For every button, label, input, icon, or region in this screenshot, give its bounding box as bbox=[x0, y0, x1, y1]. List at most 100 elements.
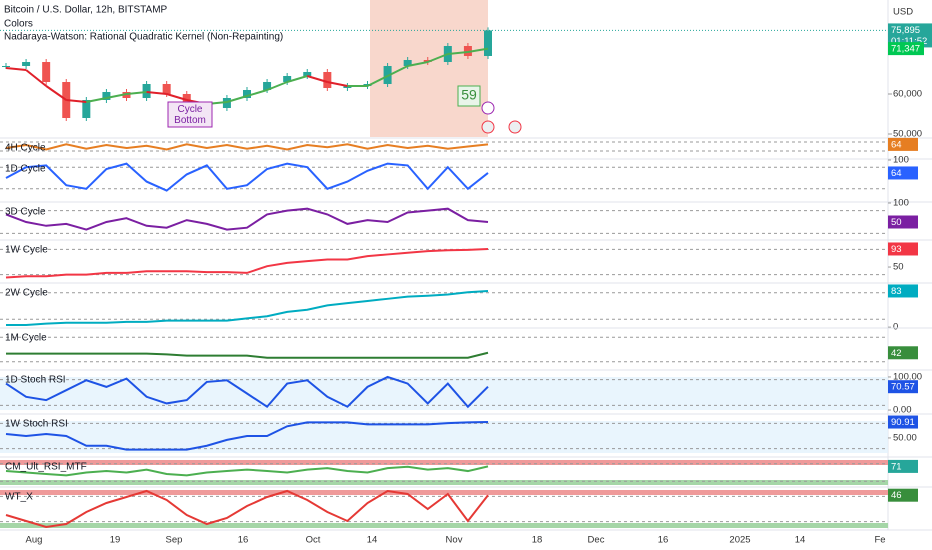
kernel-line bbox=[146, 91, 167, 95]
indicator-line bbox=[5, 247, 489, 279]
event-icon[interactable] bbox=[481, 120, 495, 134]
value-badge bbox=[888, 346, 918, 360]
candle bbox=[162, 84, 171, 94]
kernel-line bbox=[467, 47, 489, 53]
kernel-line bbox=[407, 61, 428, 67]
indicator-line bbox=[6, 289, 489, 326]
value-badge bbox=[888, 166, 918, 180]
kernel-line bbox=[86, 97, 107, 103]
pane-title: 1W Cycle bbox=[5, 245, 48, 256]
x-tick-label: 2025 bbox=[729, 535, 750, 546]
candle bbox=[142, 84, 151, 98]
indicator-line bbox=[5, 421, 489, 451]
event-icon[interactable] bbox=[481, 101, 495, 115]
pane-title: 4H Cycle bbox=[5, 143, 46, 154]
pane-title: CM_Ult_RSI_MTF bbox=[5, 462, 87, 473]
x-tick-label: 14 bbox=[795, 535, 806, 546]
value-badge bbox=[888, 242, 918, 256]
kernel-line bbox=[266, 81, 288, 91]
badge-label: 46 bbox=[891, 490, 902, 501]
x-tick-label: Aug bbox=[26, 535, 43, 546]
badge-label: 83 bbox=[891, 286, 902, 297]
kernel-line bbox=[166, 93, 188, 101]
pane-band bbox=[0, 460, 888, 465]
indicator-line bbox=[5, 143, 489, 151]
value-badge bbox=[888, 415, 918, 429]
event-icon[interactable] bbox=[508, 120, 522, 134]
kernel-line bbox=[387, 65, 409, 77]
kernel-line bbox=[45, 85, 67, 101]
candle bbox=[484, 30, 492, 56]
pane-band bbox=[0, 490, 888, 495]
indicator-line bbox=[5, 207, 489, 231]
x-tick-label: Nov bbox=[446, 535, 463, 546]
kernel-line bbox=[327, 81, 348, 87]
kernel-line bbox=[286, 75, 308, 83]
y-tick-label: 0.00 bbox=[893, 405, 912, 416]
count-box bbox=[457, 85, 481, 107]
indicator-label: Colors bbox=[4, 19, 33, 30]
price-unit: USD bbox=[893, 7, 913, 18]
kernel-line bbox=[367, 75, 389, 87]
value-badge bbox=[888, 284, 918, 298]
countdown: 01:11:52 bbox=[891, 36, 927, 47]
kernel-line bbox=[246, 89, 268, 97]
value-badge bbox=[888, 380, 918, 394]
candle bbox=[2, 66, 10, 67]
kernel-line bbox=[25, 69, 47, 87]
chart-title: Bitcoin / U.S. Dollar, 12h, BITSTAMP bbox=[4, 5, 168, 16]
value-badge bbox=[888, 42, 924, 56]
value-badge bbox=[888, 215, 918, 229]
badge-label: 42 bbox=[891, 348, 902, 359]
x-tick-label: Fe bbox=[874, 535, 885, 546]
badge-label: 71 bbox=[891, 461, 902, 472]
y-tick-label: 50.00 bbox=[893, 432, 917, 443]
candle bbox=[323, 72, 332, 88]
pane-band bbox=[0, 480, 888, 485]
x-tick-label: Oct bbox=[306, 535, 321, 546]
candle bbox=[42, 62, 51, 82]
pane-title: 3D Cycle bbox=[5, 207, 46, 218]
y-tick-label: 60,000 bbox=[893, 89, 922, 100]
pane-band bbox=[0, 421, 888, 453]
kernel-line bbox=[106, 93, 127, 99]
indicator-line bbox=[5, 162, 489, 192]
y-tick-label: 100.00 bbox=[893, 371, 922, 382]
candle bbox=[263, 82, 272, 90]
value-badge bbox=[888, 23, 932, 48]
cycle-bottom-box bbox=[167, 101, 213, 128]
y-tick-label: 50,000 bbox=[893, 129, 922, 140]
x-tick-label: 14 bbox=[367, 535, 378, 546]
pane-band bbox=[0, 523, 888, 528]
annotations: 59 Cycle Bottom bbox=[167, 85, 522, 134]
x-tick-label: Sep bbox=[166, 535, 183, 546]
kernel-line bbox=[66, 99, 87, 103]
badge-label: 71,347 bbox=[891, 44, 920, 55]
y-tick-label: 100 bbox=[893, 198, 909, 209]
candle bbox=[22, 62, 31, 66]
pane-title: 1D Cycle bbox=[5, 164, 46, 175]
x-tick-label: 16 bbox=[658, 535, 669, 546]
kernel-line bbox=[5, 67, 27, 71]
kernel-line bbox=[427, 53, 449, 63]
badge-label: 93 bbox=[891, 244, 902, 255]
value-badge bbox=[888, 459, 918, 473]
pane-title: 1D Stoch RSI bbox=[5, 375, 66, 386]
y-tick-label: 100 bbox=[893, 155, 909, 166]
badge-label: 64 bbox=[891, 139, 902, 150]
y-tick-label: 50 bbox=[893, 262, 904, 273]
x-tick-label: Dec bbox=[588, 535, 605, 546]
badge-label: 70.57 bbox=[891, 382, 915, 393]
pane-title: 1W Stoch RSI bbox=[5, 419, 68, 430]
y-tick-label: 0 bbox=[893, 322, 898, 333]
candle bbox=[102, 92, 111, 100]
pane-title: 2W Cycle bbox=[5, 288, 48, 299]
indicator-line bbox=[5, 375, 489, 409]
indicator-line bbox=[6, 351, 489, 359]
value-badge bbox=[888, 137, 918, 151]
kernel-line bbox=[126, 91, 147, 95]
candle bbox=[243, 90, 251, 98]
indicator-line bbox=[5, 465, 489, 477]
count-label: 59 bbox=[461, 87, 477, 103]
